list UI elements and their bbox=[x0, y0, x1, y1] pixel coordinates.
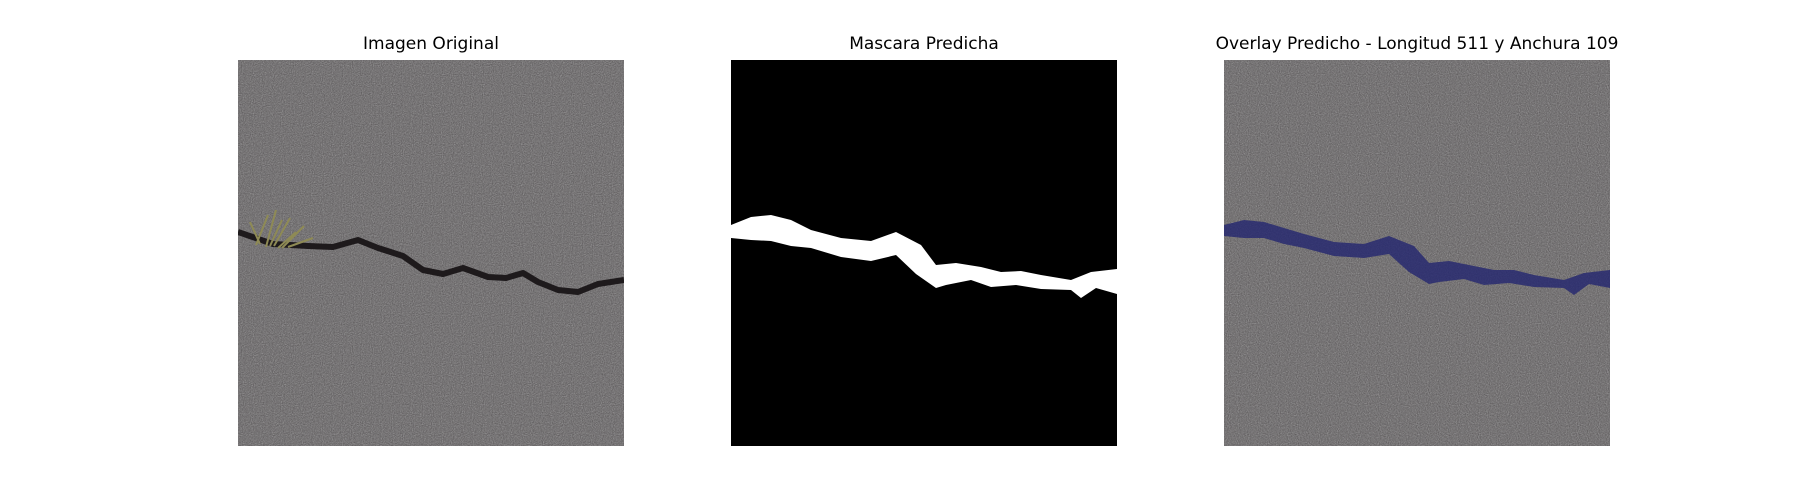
panel-mask: Mascara Predicha bbox=[731, 0, 1117, 500]
panel-title-original: Imagen Original bbox=[363, 34, 499, 54]
panel-title-mask: Mascara Predicha bbox=[849, 34, 999, 54]
overlay-image bbox=[1224, 60, 1610, 446]
original-image bbox=[238, 60, 624, 446]
panel-original: Imagen Original bbox=[238, 0, 624, 500]
mask-image-canvas bbox=[731, 60, 1117, 446]
grass-tuft bbox=[249, 209, 314, 249]
overlay-image-canvas bbox=[1224, 60, 1610, 446]
panel-title-overlay: Overlay Predicho - Longitud 511 y Anchur… bbox=[1215, 34, 1619, 54]
mask-image bbox=[731, 60, 1117, 446]
predicted-crack-mask bbox=[731, 215, 1117, 298]
original-image-canvas bbox=[238, 60, 624, 446]
panel-overlay: Overlay Predicho - Longitud 511 y Anchur… bbox=[1216, 0, 1618, 500]
crack-line bbox=[238, 229, 624, 295]
overlay-crack-tint bbox=[1224, 220, 1610, 295]
